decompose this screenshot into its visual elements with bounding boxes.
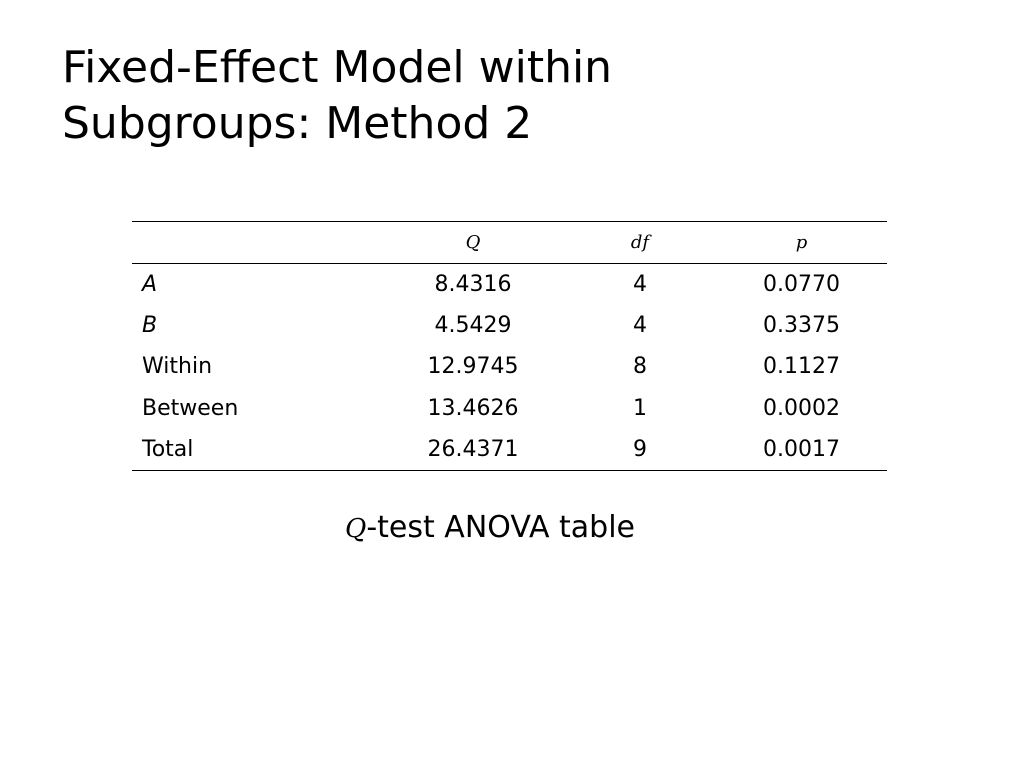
row-label: Within bbox=[142, 354, 213, 380]
row-label: B bbox=[142, 313, 158, 339]
header-cell bbox=[132, 222, 382, 264]
cell: 26.4371 bbox=[427, 437, 519, 462]
cell: 8.4316 bbox=[434, 271, 512, 297]
table-row: Total 26.4371 9 0.0017 bbox=[132, 429, 887, 471]
caption-text: -test ANOVA table bbox=[366, 510, 635, 545]
header-cell: p bbox=[795, 232, 808, 253]
cell: 4.5429 bbox=[434, 313, 512, 339]
cell: 0.3375 bbox=[763, 313, 840, 339]
cell: 1 bbox=[633, 395, 647, 421]
cell: 8 bbox=[633, 354, 647, 380]
row-label: A bbox=[142, 271, 158, 297]
cell: 13.4626 bbox=[427, 395, 519, 421]
anova-table: Q df p A 8.4316 4 0.0770 B 4.5429 4 0.3375 Withi… bbox=[132, 221, 887, 471]
table-body: A 8.4316 4 0.0770 B 4.5429 4 0.3375 Within 12.974… bbox=[132, 264, 887, 471]
header-cell: df bbox=[630, 232, 650, 253]
row-label: Between bbox=[142, 395, 239, 421]
cell: 4 bbox=[633, 271, 647, 297]
table-row: B 4.5429 4 0.3375 bbox=[132, 305, 887, 346]
header-cell: Q bbox=[465, 232, 481, 253]
table-row: Between 13.4626 1 0.0002 bbox=[132, 388, 887, 429]
cell: 12.9745 bbox=[427, 354, 519, 380]
title-line: Fixed-Effect Model within bbox=[62, 42, 613, 93]
cell: 0.0002 bbox=[763, 395, 840, 421]
title-line: Subgroups: Method 2 bbox=[62, 98, 533, 149]
caption-symbol: Q bbox=[345, 514, 367, 544]
table-header: Q df p bbox=[132, 221, 887, 264]
cell: 4 bbox=[633, 313, 647, 339]
table-row: A 8.4316 4 0.0770 bbox=[132, 264, 887, 305]
cell: 9 bbox=[633, 437, 647, 462]
header-row: Q df p bbox=[132, 221, 887, 264]
cell: 0.0017 bbox=[763, 437, 840, 462]
caption: Q-test ANOVA table bbox=[0, 510, 980, 545]
cell: 0.0770 bbox=[763, 271, 840, 297]
slide-title: Fixed-Effect Model within Subgroups: Met… bbox=[62, 40, 612, 152]
table-row: Within 12.9745 8 0.1127 bbox=[132, 346, 887, 387]
row-label: Total bbox=[142, 437, 194, 462]
cell: 0.1127 bbox=[763, 354, 840, 380]
